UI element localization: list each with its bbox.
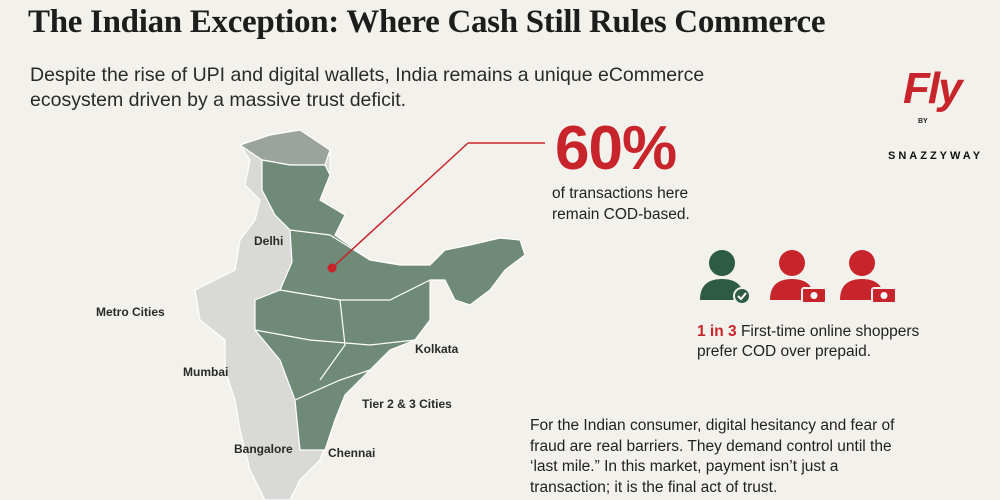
title: The Indian Exception: Where Cash Still R… — [28, 4, 826, 40]
map-borders — [294, 369, 371, 401]
person-icon — [700, 250, 751, 305]
subtitle: Despite the rise of UPI and digital wall… — [30, 63, 704, 113]
shoppers-text: 1 in 3 First-time online shoppers prefer… — [697, 322, 919, 362]
shoppers-highlight: 1 in 3 — [697, 323, 737, 340]
india-map — [194, 129, 526, 500]
map-label: Metro Cities — [96, 305, 165, 319]
paragraph: For the Indian consumer, digital hesitan… — [530, 416, 894, 498]
map-label: Tier 2 & 3 Cities — [362, 397, 452, 411]
map-label: Kolkata — [415, 342, 459, 356]
person-icon — [770, 250, 827, 304]
stat-line: remain COD-based. — [552, 206, 690, 223]
stat-line: of transactions here — [552, 185, 689, 202]
person-icon — [840, 250, 897, 304]
logo-by: BY — [918, 118, 928, 125]
map-label: Delhi — [254, 234, 284, 248]
stat-value: 60% — [555, 114, 677, 183]
shopper-icons — [700, 250, 897, 305]
paragraph-line: ‘last mile.” In this market, payment isn… — [530, 458, 839, 475]
shoppers-line: prefer COD over prepaid. — [697, 343, 872, 360]
stat-text: of transactions here remain COD-based. — [552, 183, 690, 225]
shoppers-line: 1 in 3 First-time online shoppers — [697, 322, 919, 342]
map-borders — [319, 299, 346, 381]
map-label: Bangalore — [234, 442, 293, 456]
shoppers-text-part: First-time online shoppers — [740, 323, 920, 340]
callout-line — [331, 142, 469, 269]
logo-name: SNAZZYWAY — [888, 150, 984, 162]
logo-brand: Fly — [903, 64, 963, 113]
callout-dot — [327, 263, 337, 273]
subtitle-line: ecosystem driven by a massive trust defi… — [30, 89, 407, 111]
paragraph-line: fraud are real barriers. They demand con… — [530, 437, 892, 455]
map-label: Mumbai — [183, 365, 229, 379]
map-borders — [254, 329, 416, 346]
paragraph-line: transaction; it is the final act of trus… — [530, 478, 778, 496]
map-label: Chennai — [328, 446, 376, 460]
paragraph-line: For the Indian consumer, digital hesitan… — [530, 417, 895, 434]
map-borders — [289, 229, 371, 261]
map-borders — [279, 279, 431, 301]
subtitle-line: Despite the rise of UPI and digital wall… — [30, 64, 705, 86]
